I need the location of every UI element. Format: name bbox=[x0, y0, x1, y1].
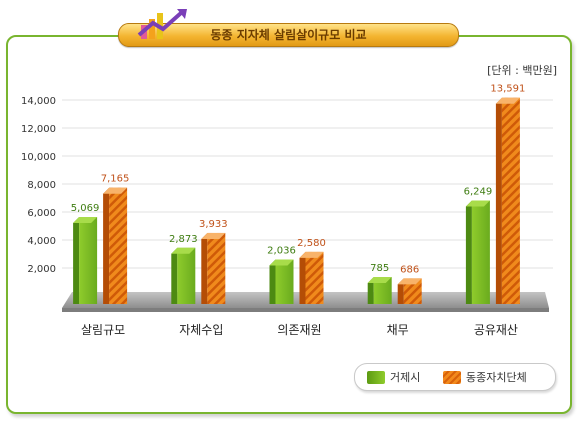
legend-item-peer: 동종자치단체 bbox=[443, 364, 527, 390]
chart-floor-edge bbox=[62, 308, 549, 312]
bar-peer bbox=[403, 278, 422, 304]
value-label: 13,591 bbox=[490, 84, 525, 95]
legend-swatch-orange bbox=[443, 370, 461, 384]
x-category-label: 살림규모 bbox=[81, 323, 125, 337]
bar-side bbox=[103, 187, 110, 304]
x-category-label: 자체수입 bbox=[179, 323, 223, 337]
bar-top bbox=[269, 259, 294, 266]
value-label: 2,580 bbox=[297, 238, 326, 249]
y-tick-label: 12,000 bbox=[21, 124, 56, 135]
value-label: 3,933 bbox=[199, 219, 228, 230]
bar-geoje bbox=[373, 277, 392, 304]
bar-side bbox=[367, 277, 374, 304]
chart-icon-arrow bbox=[137, 11, 183, 37]
value-label: 2,036 bbox=[267, 245, 296, 256]
bar-geoje bbox=[79, 217, 98, 304]
y-tick-label: 14,000 bbox=[21, 96, 56, 107]
bar-peer bbox=[305, 251, 324, 304]
bar-top bbox=[367, 277, 392, 284]
bar-top bbox=[103, 187, 128, 194]
bar-side bbox=[465, 200, 472, 304]
bar-peer bbox=[109, 187, 128, 304]
value-label: 2,873 bbox=[169, 234, 198, 245]
bar-top bbox=[201, 232, 226, 239]
value-label: 686 bbox=[400, 264, 419, 275]
value-label: 6,249 bbox=[464, 187, 493, 198]
y-tick-label: 2,000 bbox=[27, 264, 56, 275]
unit-label: [단위 : 백만원] bbox=[487, 64, 557, 77]
legend-label: 거제시 bbox=[390, 371, 421, 384]
chart-icon-arrowhead bbox=[177, 9, 187, 19]
bar-top bbox=[171, 247, 196, 254]
value-label: 785 bbox=[370, 263, 389, 274]
bar-peer bbox=[207, 232, 226, 304]
x-category-label: 채무 bbox=[387, 323, 409, 337]
bar-top bbox=[299, 251, 324, 258]
x-category-label: 공유재산 bbox=[474, 323, 518, 337]
bar-peer bbox=[501, 97, 520, 304]
y-tick-label: 6,000 bbox=[27, 208, 56, 219]
bar-top bbox=[495, 97, 520, 104]
bar-side bbox=[201, 232, 208, 304]
bar-top bbox=[73, 217, 98, 224]
bar-top bbox=[465, 200, 490, 207]
legend-label: 동종자치단체 bbox=[466, 371, 527, 384]
x-category-label: 의존재원 bbox=[277, 323, 321, 337]
bar-top bbox=[397, 278, 422, 285]
chart-icon-bar bbox=[149, 19, 155, 39]
legend-swatch-green bbox=[367, 370, 385, 384]
value-label: 7,165 bbox=[101, 174, 130, 185]
bar-side bbox=[269, 259, 276, 304]
bar-geoje bbox=[471, 200, 490, 304]
bar-side bbox=[299, 251, 306, 304]
chart-title-banner: 동종 지자체 살림살이규모 비교 bbox=[118, 23, 459, 47]
bar-side bbox=[495, 97, 502, 304]
bar-side bbox=[171, 247, 178, 304]
legend: 거제시 동종자치단체 bbox=[354, 363, 556, 391]
bar-geoje bbox=[177, 247, 196, 304]
bar-side bbox=[397, 278, 404, 304]
chart-title: 동종 지자체 살림살이규모 비교 bbox=[210, 28, 367, 42]
value-label: 5,069 bbox=[71, 203, 100, 214]
legend-item-geoje: 거제시 bbox=[367, 364, 420, 390]
chart-growth-icon bbox=[137, 9, 187, 39]
bar-side bbox=[73, 217, 80, 304]
y-tick-label: 10,000 bbox=[21, 152, 56, 163]
bar-geoje bbox=[275, 259, 294, 304]
y-tick-label: 4,000 bbox=[27, 236, 56, 247]
y-tick-label: 8,000 bbox=[27, 180, 56, 191]
